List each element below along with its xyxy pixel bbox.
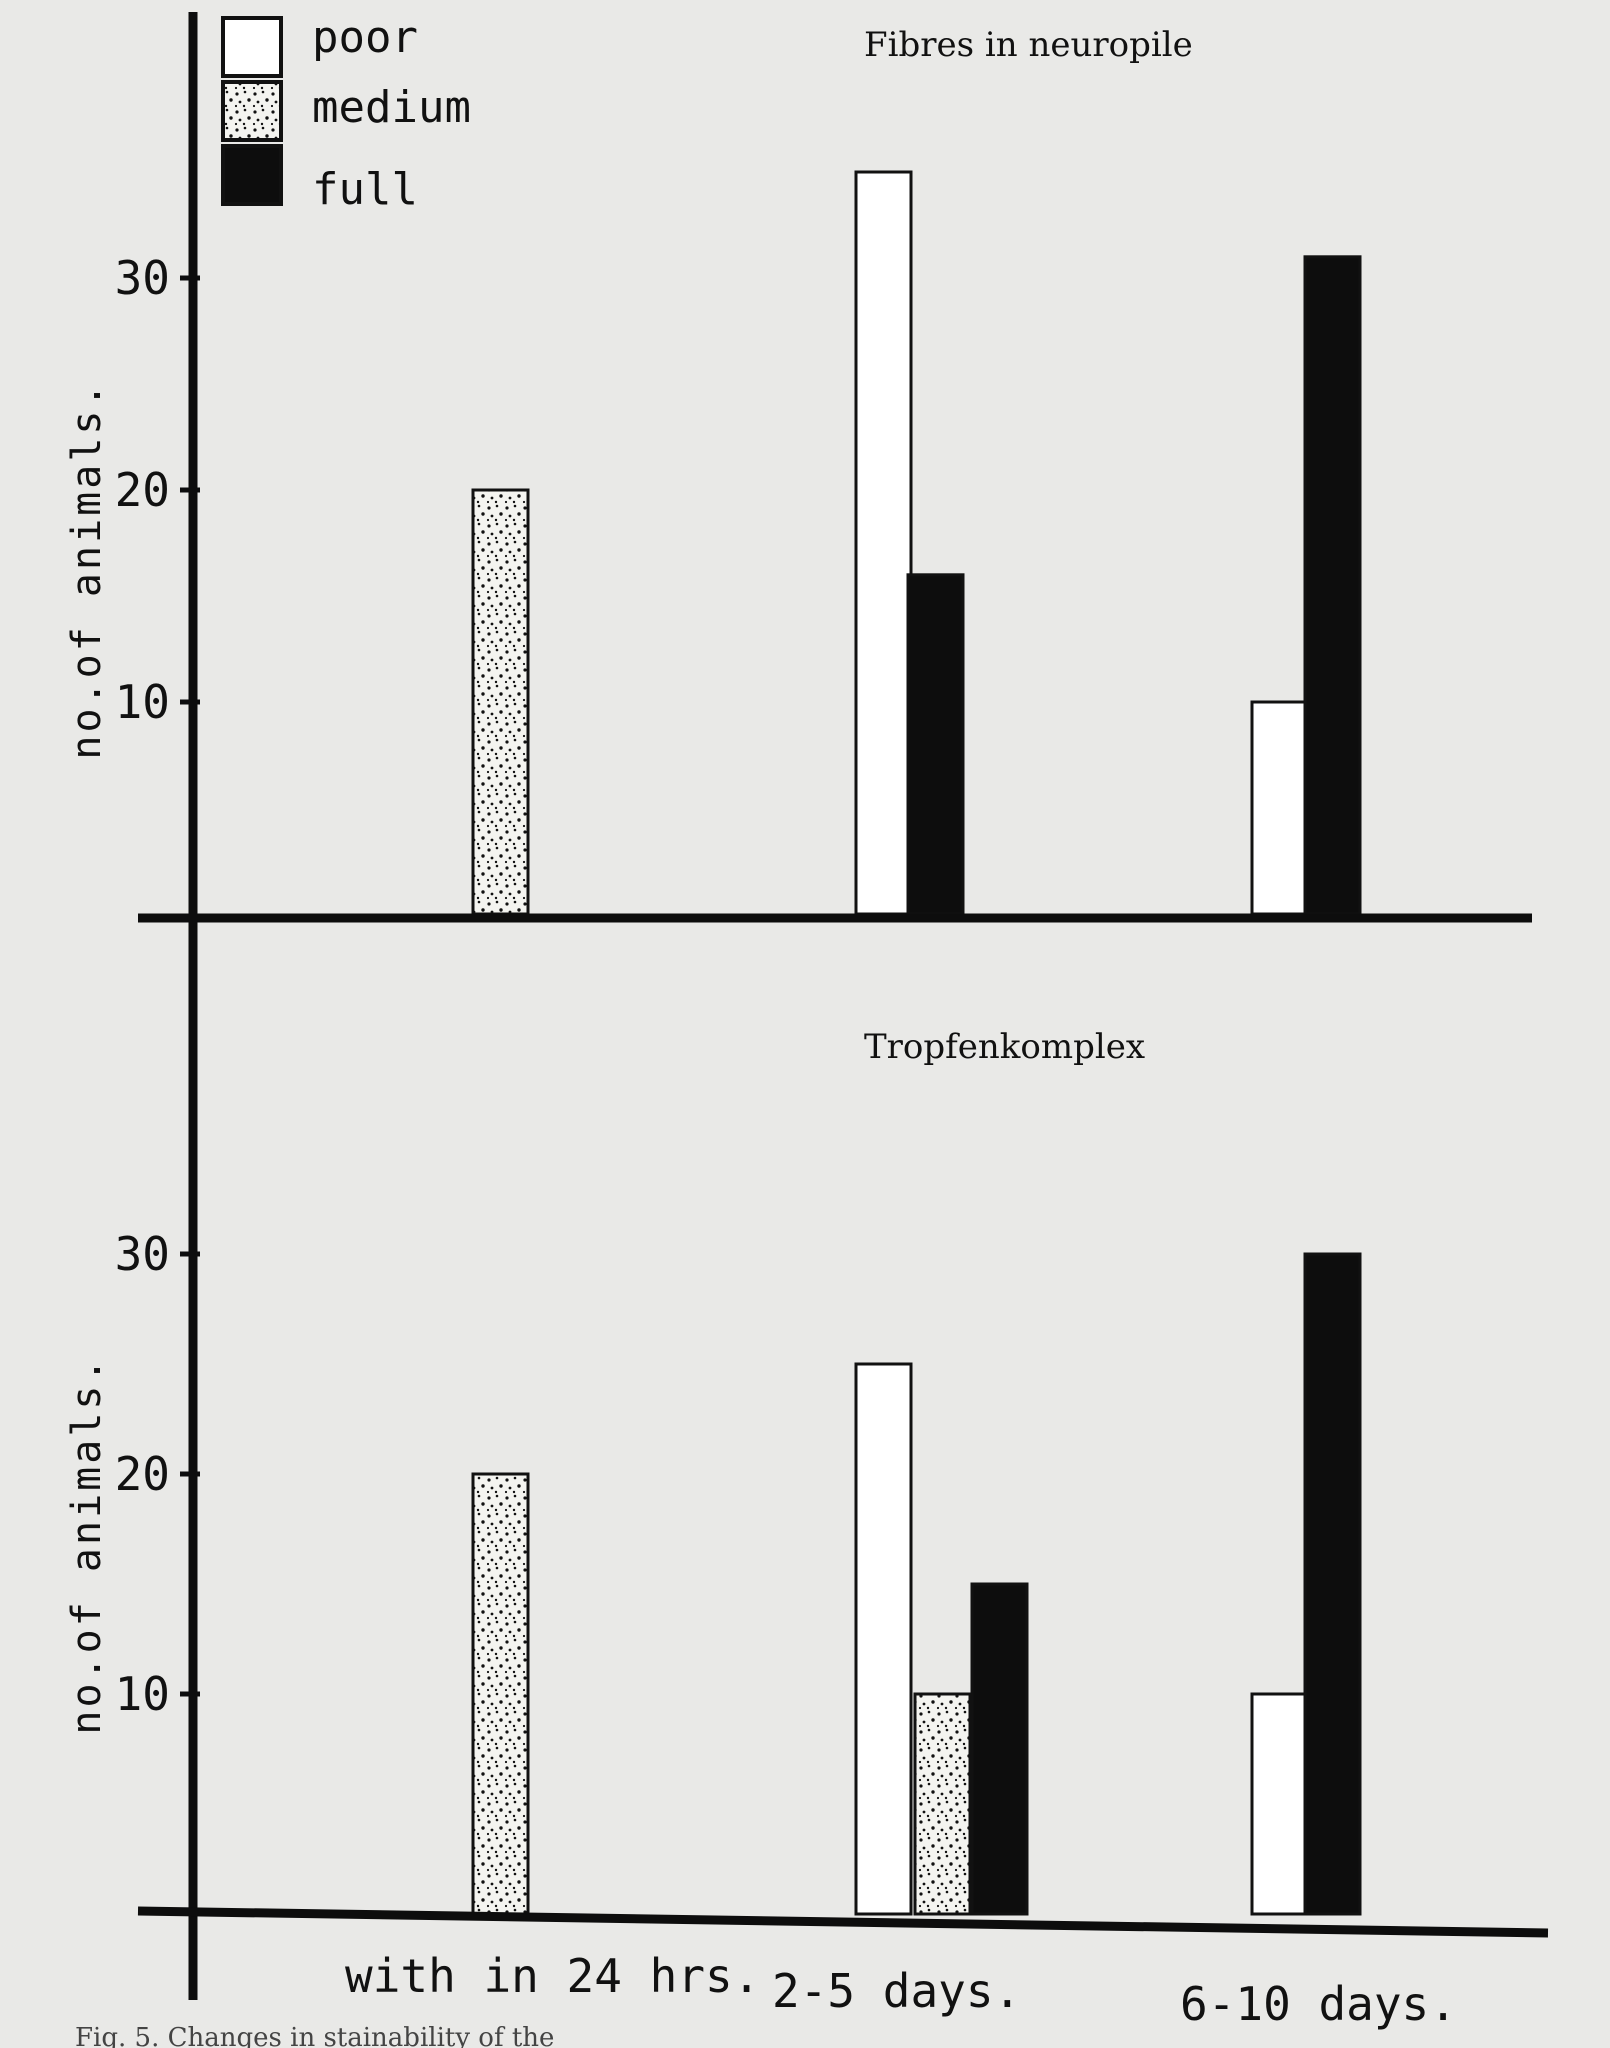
y-tick-label: 30 xyxy=(115,1227,170,1281)
panel-bottom-ticks: 10 20 30 xyxy=(115,1227,200,1721)
bar-poor xyxy=(854,170,913,916)
y-tick-label: 10 xyxy=(115,675,170,729)
legend-swatch-poor xyxy=(221,16,283,78)
legend-label-full: full xyxy=(312,164,418,215)
axes xyxy=(137,12,1549,2000)
panel-bottom: Tropfenkomplex no.of animals. 10 20 30 xyxy=(64,1027,1362,1916)
bar-poor xyxy=(1250,700,1309,916)
panel-top-ticks: 10 20 30 xyxy=(115,251,200,729)
bar-full xyxy=(906,573,965,916)
panel-top-ylabel: no.of animals. xyxy=(64,380,110,759)
panel-top-title: Fibres in neuropile xyxy=(864,25,1193,65)
panel-top: Fibres in neuropile no.of animals. 10 20 3… xyxy=(64,25,1362,916)
bar-full xyxy=(1303,255,1362,916)
legend-label-poor: poor xyxy=(312,12,418,63)
x-axis-bottom xyxy=(137,1906,1549,1938)
legend-swatch-full xyxy=(221,144,283,206)
legend: poor medium full xyxy=(221,12,471,215)
bar-medium xyxy=(471,488,530,916)
y-tick-label: 10 xyxy=(115,1667,170,1721)
bar-medium xyxy=(471,1472,530,1916)
bar-poor xyxy=(1250,1692,1309,1916)
bar-full xyxy=(970,1582,1029,1916)
figure-caption: Fig. 5. Changes in stainability of the xyxy=(75,2023,554,2048)
panel-bottom-bars xyxy=(471,1252,1362,1916)
x-category-label: 2-5 days. xyxy=(772,1964,1021,2018)
y-tick-label: 20 xyxy=(115,463,170,517)
legend-label-medium: medium xyxy=(312,82,471,133)
x-category-label: 6-10 days. xyxy=(1180,1977,1457,2031)
panel-bottom-ylabel: no.of animals. xyxy=(64,1355,110,1734)
x-category-labels: with in 24 hrs. 2-5 days. 6-10 days. xyxy=(345,1949,1457,2031)
legend-swatch-medium xyxy=(221,80,283,142)
bar-medium xyxy=(913,1692,972,1916)
bar-poor xyxy=(854,1362,913,1916)
panel-bottom-title: Tropfenkomplex xyxy=(864,1027,1145,1067)
y-tick-label: 20 xyxy=(115,1447,170,1501)
y-tick-label: 30 xyxy=(115,251,170,305)
x-category-label: with in 24 hrs. xyxy=(345,1949,760,2003)
panel-top-bars xyxy=(471,170,1362,916)
bar-full xyxy=(1303,1252,1362,1916)
